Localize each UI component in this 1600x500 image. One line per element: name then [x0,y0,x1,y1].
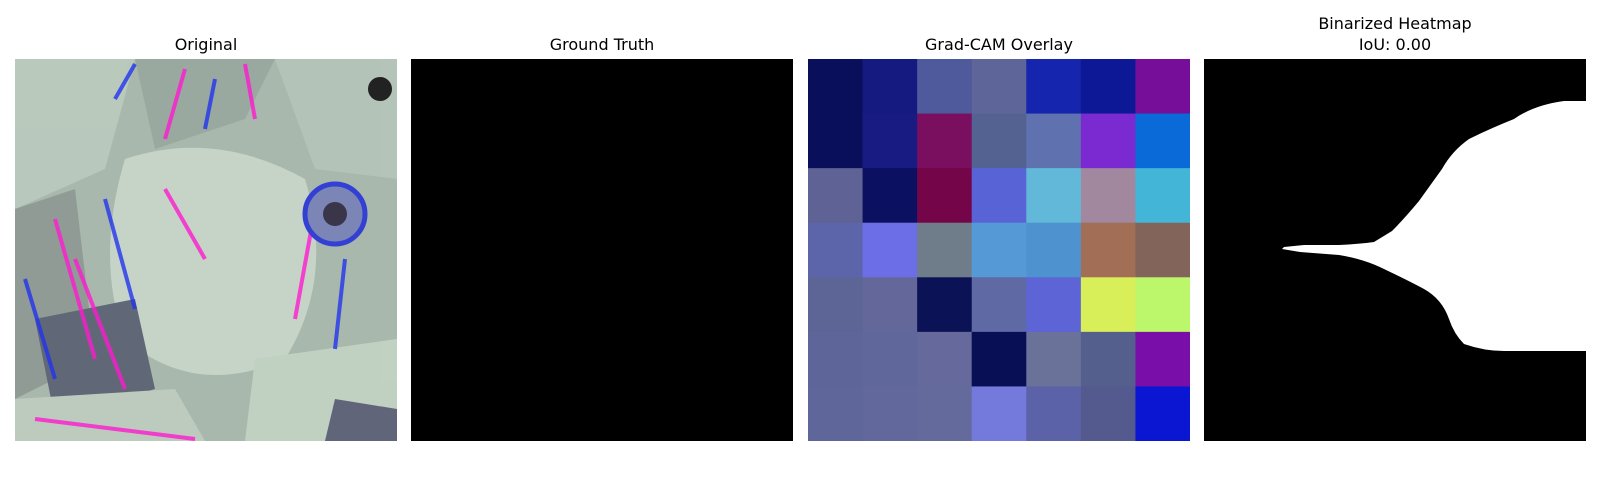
gradcam-cell [971,59,1027,115]
gradcam-cell [862,386,918,441]
gradcam-cell [1026,59,1082,115]
gradcam-cell [917,331,973,387]
gradcam-cell [1026,277,1082,333]
gradcam-cell [1135,331,1190,387]
gradcam-overlay [808,59,1190,441]
panel-title-gradcam: Grad-CAM Overlay [925,35,1073,54]
gradcam-cell [808,277,864,333]
gradcam-cell [917,59,973,115]
gradcam-cell [971,222,1027,278]
panel-title-original: Original [174,35,238,54]
gradcam-cell [1026,331,1082,387]
gradcam-cell [808,386,864,441]
gradcam-cell [971,331,1027,387]
gradcam-cell [971,113,1027,169]
original-image-drawing [15,59,397,441]
gradcam-cell [1080,386,1136,441]
ground-truth-mask [411,59,793,441]
panel-subtitle-iou: IoU: 0.00 [1358,35,1432,54]
gradcam-cell [1026,113,1082,169]
gradcam-cell [808,59,864,115]
heatmap-white-region [1282,101,1586,351]
panel-title-binarized: Binarized Heatmap [1318,14,1472,33]
gradcam-cell [862,277,918,333]
gradcam-cell [862,331,918,387]
gradcam-cell [808,168,864,224]
gradcam-cell [1026,222,1082,278]
gradcam-cell [1080,59,1136,115]
gradcam-cell [971,386,1027,441]
gradcam-cell [1135,277,1190,333]
gradcam-cell [1026,168,1082,224]
gradcam-grid [808,59,1190,441]
gradcam-cell [1080,222,1136,278]
gradcam-cell [1135,222,1190,278]
binarized-heatmap-drawing [1204,59,1586,441]
gradcam-cell [862,59,918,115]
gradcam-cell [1080,168,1136,224]
panel-title-ground-truth: Ground Truth [549,35,655,54]
gradcam-cell [917,277,973,333]
gradcam-cell [808,222,864,278]
gradcam-cell [917,168,973,224]
gradcam-cell [917,113,973,169]
gradcam-cell [1080,331,1136,387]
gradcam-cell [917,386,973,441]
gradcam-cell [862,168,918,224]
gradcam-cell [1135,59,1190,115]
gradcam-cell [862,113,918,169]
gradcam-cell [1026,386,1082,441]
gradcam-cell [1135,386,1190,441]
gradcam-cell [808,113,864,169]
binarized-heatmap [1204,59,1586,441]
gradcam-cell [917,222,973,278]
gradcam-cell [1080,113,1136,169]
gradcam-cell [971,277,1027,333]
gradcam-cell [1135,113,1190,169]
gradcam-cell [1080,277,1136,333]
gradcam-cell [971,168,1027,224]
gradcam-cell [862,222,918,278]
gradcam-cell [1135,168,1190,224]
gradcam-cell [808,331,864,387]
original-image [15,59,397,441]
